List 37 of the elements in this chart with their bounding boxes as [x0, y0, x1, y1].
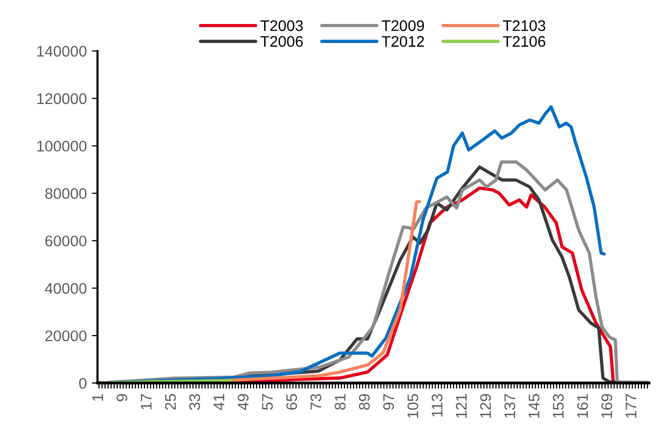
y-tick-label: 40000: [44, 283, 86, 294]
x-tick-label: 17: [140, 394, 152, 410]
x-tick-label: 113: [432, 394, 442, 417]
legend-label: T2003: [260, 20, 303, 32]
x-tick-label: 97: [383, 394, 394, 410]
x-tick-label: 25: [165, 394, 176, 410]
y-tick-label: 0: [79, 378, 86, 389]
x-tick-label: 49: [238, 394, 249, 410]
x-tick-label: 145: [528, 394, 540, 418]
x-tick-label: 121: [456, 394, 467, 418]
x-tick-label: 137: [504, 394, 516, 418]
x-tick-label: 105: [407, 394, 418, 418]
x-tick-label: 9: [116, 394, 128, 402]
x-tick-label: 65: [286, 394, 298, 410]
legend-label: T2006: [260, 36, 303, 47]
x-tick-label: 33: [189, 394, 200, 410]
x-tick-label: 169: [601, 394, 612, 418]
y-tick-label: 80000: [45, 188, 86, 199]
y-tick-label: 120000: [37, 93, 86, 104]
legend-label: T2106: [502, 36, 546, 47]
x-tick-label: 153: [552, 394, 564, 418]
x-tick-label: 81: [334, 394, 346, 410]
y-tick-label: 60000: [45, 236, 86, 246]
x-tick-label: 177: [626, 394, 636, 418]
x-tick-label: 73: [310, 394, 322, 410]
legend-label: T2103: [502, 20, 546, 32]
y-tick-label: 100000: [37, 140, 86, 152]
x-tick-label: 129: [480, 394, 491, 418]
y-tick-label: 140000: [37, 46, 86, 57]
x-tick-label: 41: [214, 394, 224, 410]
y-tick-label: 20000: [45, 330, 86, 342]
x-tick-label: 89: [358, 394, 370, 410]
legend-label: T2009: [382, 20, 424, 32]
legend-label: T2012: [382, 36, 424, 47]
x-tick-label: 161: [577, 394, 588, 418]
x-tick-label: 57: [262, 394, 273, 410]
x-tick-label: 1: [92, 394, 103, 401]
